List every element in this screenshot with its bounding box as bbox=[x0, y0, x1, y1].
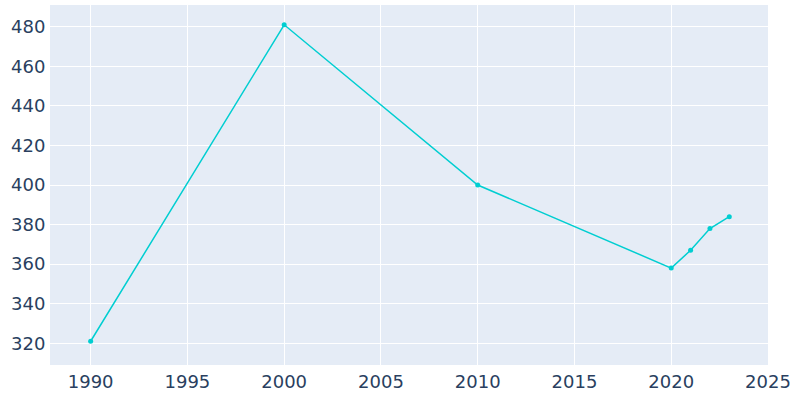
svg-text:420: 420 bbox=[11, 135, 45, 156]
svg-text:480: 480 bbox=[11, 16, 45, 37]
svg-text:2020: 2020 bbox=[648, 371, 694, 392]
svg-text:440: 440 bbox=[11, 95, 45, 116]
svg-text:1990: 1990 bbox=[68, 371, 114, 392]
svg-text:320: 320 bbox=[11, 333, 45, 354]
svg-text:2015: 2015 bbox=[552, 371, 598, 392]
svg-text:460: 460 bbox=[11, 56, 45, 77]
svg-text:2010: 2010 bbox=[455, 371, 501, 392]
svg-text:340: 340 bbox=[11, 293, 45, 314]
svg-text:400: 400 bbox=[11, 174, 45, 195]
svg-text:380: 380 bbox=[11, 214, 45, 235]
svg-text:2005: 2005 bbox=[358, 371, 404, 392]
svg-text:2000: 2000 bbox=[261, 371, 307, 392]
svg-text:1995: 1995 bbox=[165, 371, 211, 392]
svg-text:360: 360 bbox=[11, 253, 45, 274]
svg-text:2025: 2025 bbox=[745, 371, 791, 392]
